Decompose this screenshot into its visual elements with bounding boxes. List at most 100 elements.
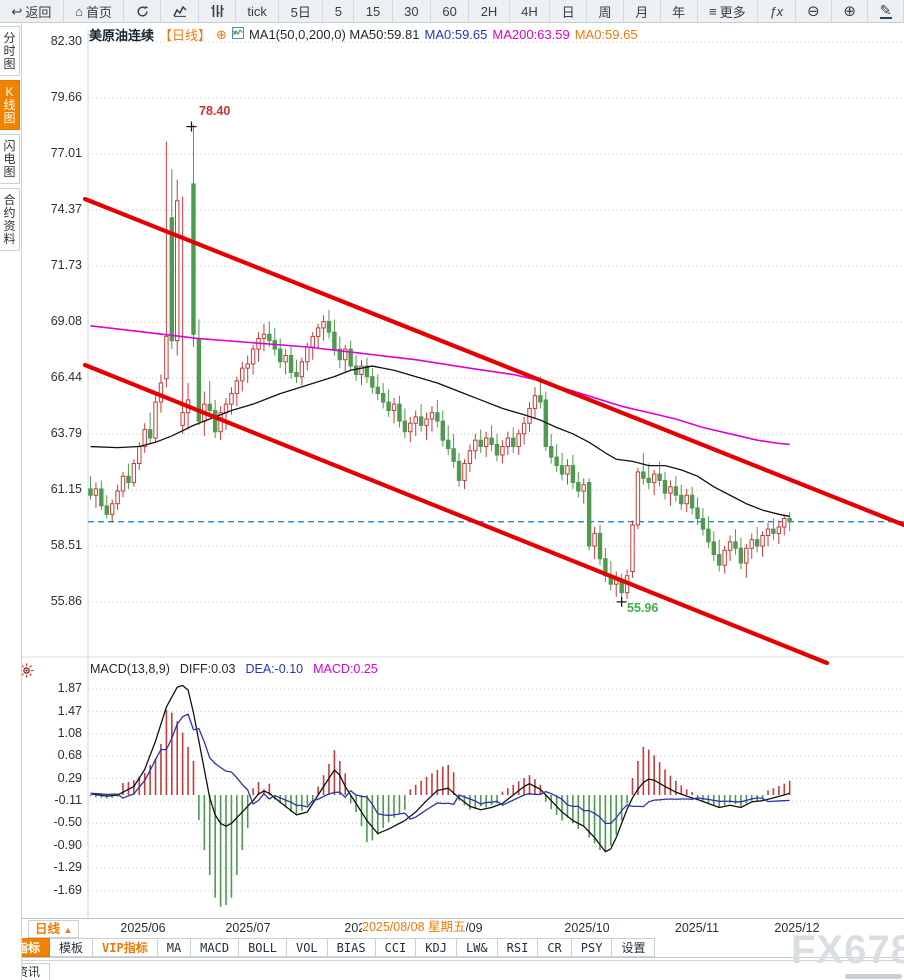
toolbar-button-月[interactable]: 月 xyxy=(624,0,661,22)
macd-dea-value: DEA:-0.10 xyxy=(245,662,304,676)
macd-tick-label: 1.87 xyxy=(57,680,82,695)
indicator-tab-PSY[interactable]: PSY xyxy=(571,938,613,957)
zoom-out-icon: ⊖ xyxy=(806,2,820,20)
toolbar-button-label: 更多 xyxy=(719,4,746,20)
price-tick-label: 61.15 xyxy=(50,481,82,496)
sidebar-item-合约资料[interactable]: 合约资料 xyxy=(0,188,20,251)
toolbar-button-30[interactable]: 30 xyxy=(393,0,431,22)
price-tick-label: 55.86 xyxy=(50,593,82,608)
fx-icon: ƒx xyxy=(769,3,784,19)
macd-tick-label: -0.90 xyxy=(53,838,83,853)
horizontal-scrollbar-thumb[interactable] xyxy=(845,974,902,979)
toolbar-button-15[interactable]: 15 xyxy=(354,0,393,22)
toolbar-button-label: 4H xyxy=(521,3,538,19)
toolbar-button-candlestick-icon[interactable] xyxy=(199,0,236,22)
macd-tick-label: -1.69 xyxy=(53,882,83,897)
toolbar-button-5日[interactable]: 5日 xyxy=(279,0,324,22)
sidebar-item-K线图[interactable]: K线图 xyxy=(0,80,20,130)
ma200-value: MA200:63.59 xyxy=(492,27,570,42)
period-selector[interactable]: 日线 ▲ xyxy=(28,920,80,938)
toolbar-button-年[interactable]: 年 xyxy=(661,0,698,22)
toolbar-button-60[interactable]: 60 xyxy=(431,0,470,22)
price-tick-label: 79.66 xyxy=(50,89,82,104)
sidebar-item-分时图[interactable]: 分时图 xyxy=(0,26,20,76)
indicator-tab-CR[interactable]: CR xyxy=(538,938,572,957)
indicator-tab-设置[interactable]: 设置 xyxy=(612,938,656,957)
indicator-tab-BIAS[interactable]: BIAS xyxy=(327,938,376,957)
indicator-tab-RSI[interactable]: RSI xyxy=(497,938,539,957)
toolbar-button-5[interactable]: 5 xyxy=(323,0,355,22)
price-tick-label: 69.08 xyxy=(50,313,82,328)
toolbar-button-refresh-icon[interactable] xyxy=(124,0,162,22)
price-tick-label: 63.79 xyxy=(50,426,82,441)
macd-params: MACD(13,8,9) xyxy=(90,662,170,676)
date-tick-label: 2025/07 xyxy=(225,921,271,935)
toolbar-button-label: tick xyxy=(247,3,267,19)
chevron-up-icon: ▲ xyxy=(63,925,73,935)
indicator-tab-模板[interactable]: 模板 xyxy=(50,938,94,957)
toolbar-button-首页[interactable]: ⌂ 首页 xyxy=(64,0,125,22)
macd-tick-label: -0.50 xyxy=(53,815,83,830)
toolbar-button-4H[interactable]: 4H xyxy=(510,0,551,22)
indicator-tab-MACD[interactable]: MACD xyxy=(191,938,240,957)
line-chart-icon xyxy=(173,5,187,17)
sidebar-item-闪电图[interactable]: 闪电图 xyxy=(0,134,20,184)
home-icon: ⌂ xyxy=(75,3,84,19)
low-price-label: 55.96 xyxy=(627,601,659,615)
toolbar-button-label: 周 xyxy=(598,4,612,20)
back-arrow-icon: ↩ xyxy=(11,3,23,19)
toolbar-button-返回[interactable]: ↩ 返回 xyxy=(0,0,64,22)
toolbar-button-line-chart-icon[interactable] xyxy=(161,0,200,22)
toolbar-button-zoom-in-icon[interactable]: ⊕ xyxy=(832,0,869,22)
toolbar-button-label: 日 xyxy=(561,4,575,20)
period-tag: 【日线】 xyxy=(159,28,212,43)
ma0-value-blue: MA0:59.65 xyxy=(424,27,488,42)
price-tick-label: 74.37 xyxy=(50,201,82,216)
toolbar-button-pencil-icon[interactable]: ✎ xyxy=(868,0,904,22)
high-price-label: 78.40 xyxy=(199,104,231,118)
toolbar-button-fx-icon[interactable]: ƒx xyxy=(758,0,796,22)
macd-legend: MACD(13,8,9) DIFF:0.03 DEA:-0.10 MACD:0.… xyxy=(90,662,378,676)
price-tick-label: 58.51 xyxy=(50,537,82,552)
indicator-tab-MA[interactable]: MA xyxy=(157,938,192,957)
toolbar-button-label: 60 xyxy=(442,3,457,19)
toolbar-button-label: 月 xyxy=(635,4,649,20)
macd-tick-label: 0.29 xyxy=(57,770,82,785)
toolbar-button-周[interactable]: 周 xyxy=(587,0,624,22)
axis-date-tooltip: 2025/08/08 星期五 xyxy=(362,919,466,936)
macd-tick-label: 0.68 xyxy=(57,748,82,763)
indicator-toolbar: 指标 模板 VIP指标 MA MACD BOLL VOL BIAS CCI KDJ LW& RSI CR… xyxy=(0,937,904,958)
toolbar-button-更多[interactable]: ≡ 更多 xyxy=(698,0,758,22)
toolbar-button-label: 年 xyxy=(672,4,686,20)
macd-tick-label: 1.08 xyxy=(57,725,82,740)
zoom-in-icon: ⊕ xyxy=(843,2,856,20)
toolbar-button-label: 首页 xyxy=(86,4,113,20)
chart-legend: 美原油连续 【日线】 ⊕ MA1(50,0,200,0) MA50:59.81 … xyxy=(89,25,638,44)
toolbar-button-label: 5 xyxy=(334,3,342,19)
toolbar-button-tick[interactable]: tick xyxy=(236,0,280,22)
indicator-tab-BOLL[interactable]: BOLL xyxy=(239,938,287,957)
mini-chart-icon xyxy=(231,27,244,42)
indicator-tab-LW&[interactable]: LW& xyxy=(456,938,498,957)
toolbar-button-zoom-out-icon[interactable]: ⊖ xyxy=(796,0,832,22)
date-tick-label: 2025/11 xyxy=(674,921,720,935)
indicator-tab-CCI[interactable]: CCI xyxy=(375,938,417,957)
macd-diff-value: DIFF:0.03 xyxy=(179,662,236,676)
refresh-icon xyxy=(136,5,149,18)
macd-tick-label: -1.29 xyxy=(53,860,83,875)
menu-icon: ≡ xyxy=(708,3,717,19)
toolbar-button-2H[interactable]: 2H xyxy=(469,0,510,22)
toolbar-button-日[interactable]: 日 xyxy=(550,0,588,22)
indicator-tab-VOL[interactable]: VOL xyxy=(286,938,328,957)
price-tick-label: 77.01 xyxy=(50,146,82,161)
add-indicator-icon[interactable]: ⊕ xyxy=(216,26,227,42)
date-tick-label: 2025/12 xyxy=(774,921,820,935)
chart-type-sidebar: 分时图 K线图闪电图合约资料 xyxy=(0,22,22,980)
toolbar-button-label: 2H xyxy=(480,3,498,19)
indicator-tab-KDJ[interactable]: KDJ xyxy=(416,938,457,957)
ma-settings: MA1(50,0,200,0) MA50:59.81 xyxy=(248,27,420,42)
ma0-value-orange: MA0:59.65 xyxy=(574,27,638,42)
indicator-tab-VIP指标[interactable]: VIP指标 xyxy=(93,938,158,957)
